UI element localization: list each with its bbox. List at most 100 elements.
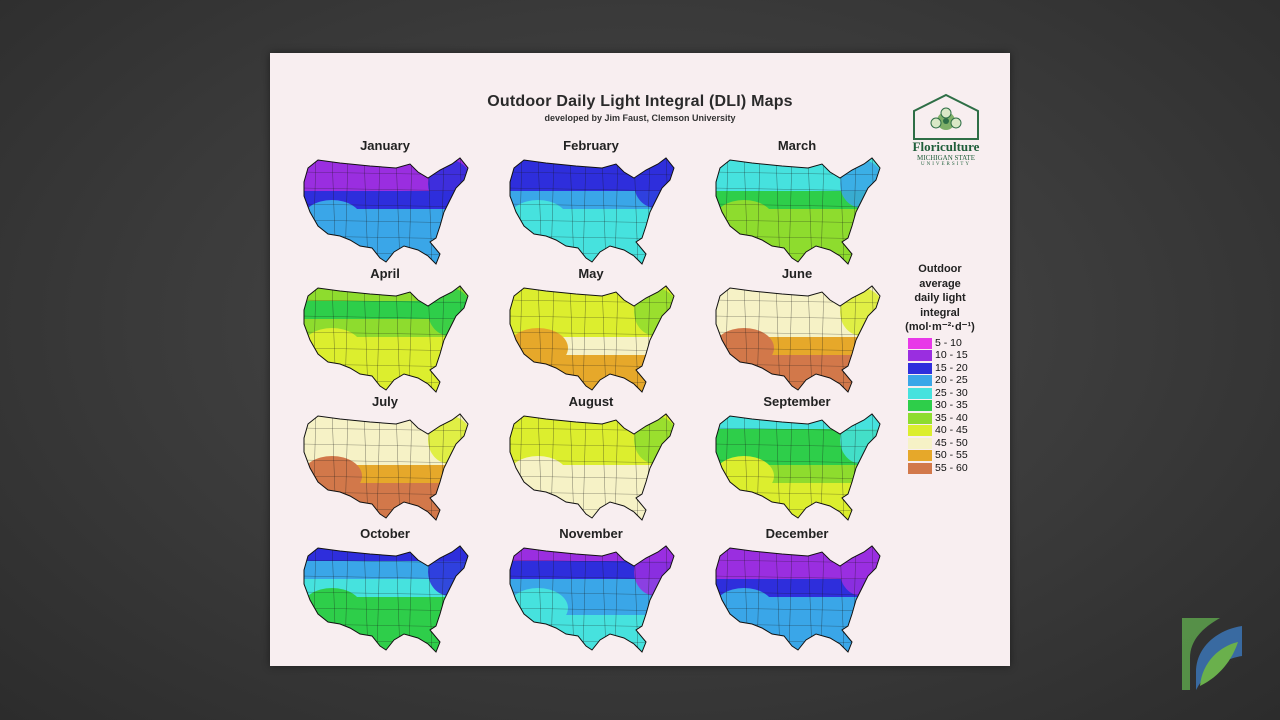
legend-label: 5 - 10 [935, 336, 962, 349]
dli-map-february [509, 157, 675, 265]
map-band [716, 429, 880, 449]
map-band [510, 173, 674, 193]
logo-institution: MICHIGAN STATE [917, 154, 975, 162]
map-southwest-region [716, 588, 774, 628]
map-band [304, 615, 468, 652]
us-outline [715, 157, 881, 265]
us-outline [715, 545, 881, 653]
map-southwest-region [304, 456, 362, 496]
map-band [716, 173, 880, 193]
map-band [304, 301, 468, 321]
legend-label: 55 - 60 [935, 461, 968, 474]
flower-house-icon [913, 93, 979, 140]
map-southwest-region [510, 328, 568, 368]
us-outline [303, 157, 469, 265]
legend-swatch [908, 425, 932, 437]
legend-item: 15 - 20 [908, 362, 968, 375]
legend-swatch [908, 412, 932, 424]
month-label-may: May [578, 266, 604, 281]
legend-label: 15 - 20 [935, 361, 968, 374]
map-band [510, 615, 674, 652]
legend-swatch [908, 400, 932, 412]
legend-title: Outdoor average daily light integral (mo… [890, 262, 990, 335]
legend-title-line: (mol·m⁻²·d⁻¹) [905, 321, 975, 333]
dli-map-june [715, 285, 881, 393]
dli-map-august [509, 413, 675, 521]
map-band [510, 301, 674, 321]
floriculture-logo: Floriculture MICHIGAN STATE UNIVERSITY [906, 93, 986, 173]
month-label-november: November [559, 526, 623, 541]
legend-title-line: Outdoor [918, 263, 962, 275]
us-outline [715, 285, 881, 393]
legend-label: 40 - 45 [935, 424, 968, 437]
map-southwest-region [716, 456, 774, 496]
legend-swatch [908, 375, 932, 387]
map-band [304, 227, 468, 264]
legend-item: 5 - 10 [908, 337, 962, 350]
dli-map-april [303, 285, 469, 393]
map-band [304, 429, 468, 449]
legend-swatch [908, 350, 932, 362]
map-southwest-region [716, 200, 774, 240]
legend-item: 40 - 45 [908, 425, 968, 438]
map-band [716, 355, 880, 392]
map-band [304, 173, 468, 193]
month-label-december: December [765, 526, 829, 541]
legend-label: 20 - 25 [935, 374, 968, 387]
us-outline [509, 285, 675, 393]
map-band [716, 561, 880, 581]
logo-name: Floriculture [912, 139, 980, 154]
map-southwest-region [510, 456, 568, 496]
legend-item: 10 - 15 [908, 350, 968, 363]
dli-map-january [303, 157, 469, 265]
legend-title-line: average [919, 277, 961, 290]
map-southwest-region [304, 588, 362, 628]
map-southwest-region [716, 328, 774, 368]
dli-map-july [303, 413, 469, 521]
month-label-april: April [370, 266, 400, 281]
dli-map-december [715, 545, 881, 653]
us-outline [303, 545, 469, 653]
legend-item: 25 - 30 [908, 387, 968, 400]
legend-swatch [908, 450, 932, 462]
map-band [304, 561, 468, 581]
legend-swatch [908, 362, 932, 374]
month-label-june: June [781, 266, 813, 281]
month-label-march: March [777, 138, 817, 153]
map-band [716, 301, 880, 321]
legend-item: 50 - 55 [908, 450, 968, 463]
us-outline [509, 545, 675, 653]
map-southwest-region [510, 588, 568, 628]
legend-label: 25 - 30 [935, 386, 968, 399]
us-outline [509, 413, 675, 521]
leaf-logo-icon [1182, 618, 1242, 690]
legend-item: 55 - 60 [908, 462, 968, 475]
legend-swatch [908, 387, 932, 399]
legend-swatch [908, 437, 932, 449]
legend-item: 30 - 35 [908, 400, 968, 413]
map-band [510, 355, 674, 392]
legend-label: 45 - 50 [935, 436, 968, 449]
map-band [304, 483, 468, 520]
legend-label: 10 - 15 [935, 349, 968, 362]
dli-poster: Outdoor Daily Light Integral (DLI) Maps … [270, 53, 1010, 666]
dli-map-september [715, 413, 881, 521]
dli-map-november [509, 545, 675, 653]
legend-label: 50 - 55 [935, 449, 968, 462]
legend-label: 35 - 40 [935, 411, 968, 424]
map-southwest-region [510, 200, 568, 240]
month-label-august: August [568, 394, 614, 409]
map-band [510, 561, 674, 581]
map-band [510, 429, 674, 449]
legend-label: 30 - 35 [935, 399, 968, 412]
map-band [510, 227, 674, 264]
map-band [716, 615, 880, 652]
legend-title-line: daily light [914, 292, 966, 304]
map-band [716, 227, 880, 264]
poster-subtitle: developed by Jim Faust, Clemson Universi… [544, 113, 736, 123]
logo-institution-2: UNIVERSITY [921, 162, 971, 167]
poster-title: Outdoor Daily Light Integral (DLI) Maps [487, 93, 793, 110]
us-outline [509, 157, 675, 265]
month-label-september: September [763, 394, 831, 409]
